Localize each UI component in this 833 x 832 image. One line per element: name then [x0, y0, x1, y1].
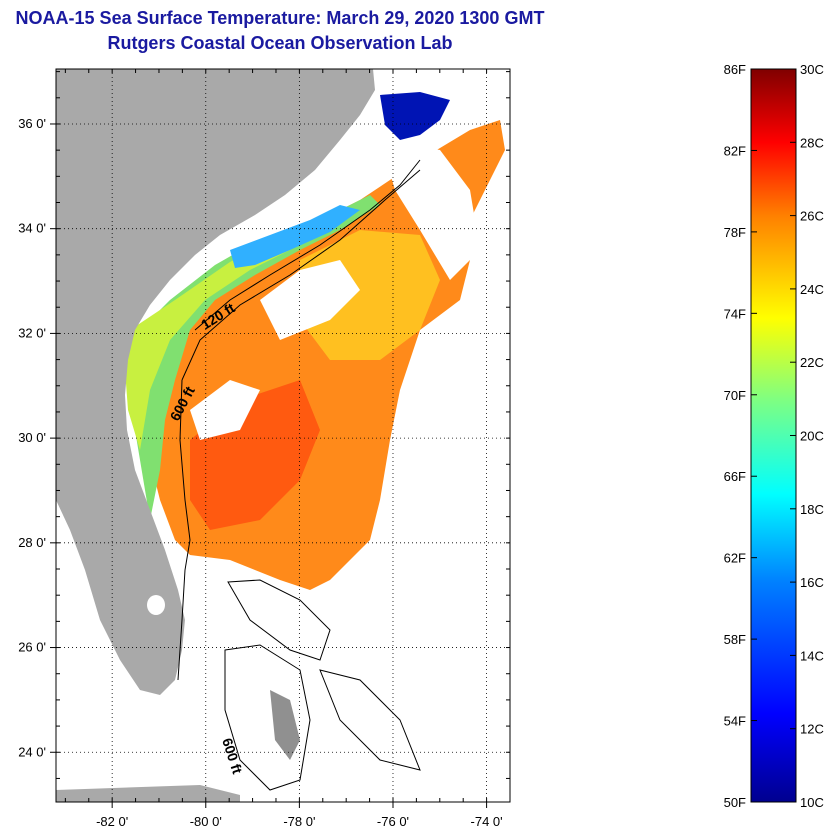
lon-tick-label: -82 0': [96, 814, 128, 829]
lon-tick-label: -78 0': [283, 814, 315, 829]
axis-ticks: 36 0' 34 0' 32 0' 30 0' 28 0' 26 0' 24 0' -82 0…: [18, 69, 511, 829]
lon-tick-label: -74 0': [471, 814, 503, 829]
lat-tick-label: 32 0': [18, 325, 46, 340]
colorbar-f-label: 58F: [724, 632, 746, 647]
colorbar-c-label: 22C: [800, 355, 824, 370]
colorbar-f-label: 62F: [724, 551, 746, 566]
lon-tick-label: -76 0': [377, 814, 409, 829]
lat-tick-label: 28 0': [18, 535, 46, 550]
cloud-mask-2: [190, 380, 260, 440]
colorbar-c-label: 26C: [800, 209, 824, 224]
colorbar-c-label: 14C: [800, 648, 824, 663]
colorbar-f-label: 78F: [724, 225, 746, 240]
map-subtitle: Rutgers Coastal Ocean Observation Lab: [107, 33, 453, 53]
land-mainland-us: [56, 69, 375, 695]
colorbar: [750, 68, 797, 803]
lon-tick-label: -80 0': [190, 814, 222, 829]
map-title: NOAA-15 Sea Surface Temperature: March 2…: [15, 8, 545, 28]
lat-tick-label: 34 0': [18, 221, 46, 236]
colorbar-c-label: 12C: [800, 722, 824, 737]
map-frame: [55, 68, 511, 803]
colorbar-f-label: 70F: [724, 388, 746, 403]
contour-bahamas-east: [319, 669, 421, 771]
contour-bahamas-north: [227, 579, 331, 661]
lat-tick-label: 30 0': [18, 430, 46, 445]
colorbar-c-label: 10C: [800, 795, 824, 810]
colorbar-labels: 86F 82F 78F 74F 70F 66F 62F 58F 54F 50F 30C 28C 26C 2…: [724, 62, 824, 810]
contour-600ft-shelf: [181, 169, 421, 381]
colorbar-f-label: 74F: [724, 306, 746, 321]
cloud-mask-3: [380, 140, 480, 280]
colorbar-c-label: 24C: [800, 282, 824, 297]
colorbar-c-label: 28C: [800, 135, 824, 150]
sst-cold-chesapeake: [380, 92, 450, 140]
colorbar-f-label: 50F: [724, 795, 746, 810]
lat-tick-label: 36 0': [18, 116, 46, 131]
colorbar-c-label: 18C: [800, 502, 824, 517]
sst-data-layer: [125, 92, 505, 590]
lat-tick-label: 26 0': [18, 640, 46, 655]
colorbar-f-label: 82F: [724, 143, 746, 158]
land-cuba: [56, 785, 240, 802]
map-content: [56, 69, 510, 802]
land-andros: [270, 690, 300, 760]
contour-bahamas-andros: [224, 644, 311, 791]
colorbar-f-label: 86F: [724, 62, 746, 77]
contour-600ft-florida: [177, 379, 191, 681]
colorbar-f-label: 66F: [724, 469, 746, 484]
lake-okeechobee: [147, 595, 165, 615]
cloud-mask-1: [260, 260, 360, 340]
sst-shelf-cyan: [230, 205, 360, 268]
sst-shelf-yellowgreen: [125, 220, 340, 450]
colorbar-c-label: 30C: [800, 62, 824, 77]
colorbar-f-label: 54F: [724, 714, 746, 729]
lat-tick-label: 24 0': [18, 744, 46, 759]
colorbar-c-label: 20C: [800, 429, 824, 444]
contour-120ft: [194, 159, 421, 331]
colorbar-c-label: 16C: [800, 575, 824, 590]
